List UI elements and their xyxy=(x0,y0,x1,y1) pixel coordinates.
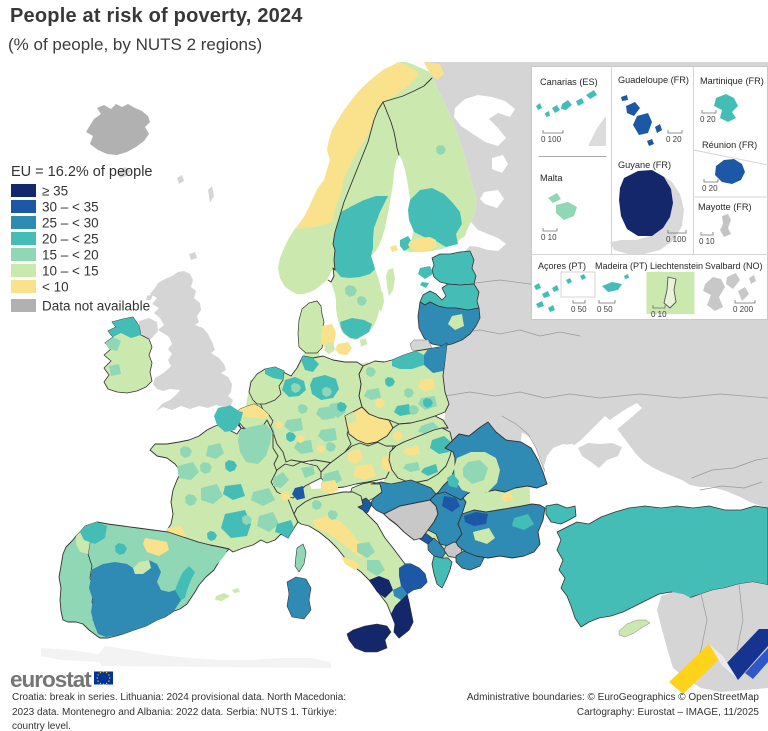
svg-text:20 – < 25: 20 – < 25 xyxy=(42,232,99,247)
svg-text:10 – < 15: 10 – < 15 xyxy=(42,264,99,279)
svg-text:0 20: 0 20 xyxy=(700,115,716,124)
svg-text:Malta: Malta xyxy=(540,173,563,183)
svg-text:0 50: 0 50 xyxy=(571,305,587,314)
svg-text:Réunion (FR): Réunion (FR) xyxy=(702,140,757,150)
svg-text:Svalbard (NO): Svalbard (NO) xyxy=(705,261,763,271)
svg-text:0 10: 0 10 xyxy=(699,237,715,246)
svg-text:0 10: 0 10 xyxy=(541,233,557,242)
svg-text:Martinique (FR): Martinique (FR) xyxy=(700,76,764,86)
svg-text:Guyane (FR): Guyane (FR) xyxy=(618,160,671,170)
svg-text:< 10: < 10 xyxy=(42,280,69,295)
svg-text:≥ 35: ≥ 35 xyxy=(42,184,68,199)
svg-text:15 – < 20: 15 – < 20 xyxy=(42,248,99,263)
svg-text:0 100: 0 100 xyxy=(666,235,687,244)
svg-text:Madeira (PT): Madeira (PT) xyxy=(595,261,648,271)
svg-text:Mayotte (FR): Mayotte (FR) xyxy=(698,202,752,212)
svg-text:Data not available: Data not available xyxy=(42,299,150,314)
svg-text:0 100: 0 100 xyxy=(541,135,562,144)
svg-text:30 – < 35: 30 – < 35 xyxy=(42,200,99,215)
svg-text:eurostat: eurostat xyxy=(10,667,92,692)
svg-text:0 20: 0 20 xyxy=(666,135,682,144)
svg-text:0 200: 0 200 xyxy=(733,305,754,314)
svg-text:0 20: 0 20 xyxy=(702,184,718,193)
svg-text:0 10: 0 10 xyxy=(651,310,667,319)
svg-text:Canarias (ES): Canarias (ES) xyxy=(540,77,598,87)
svg-text:EU = 16.2% of people: EU = 16.2% of people xyxy=(11,164,152,180)
svg-text:Açores (PT): Açores (PT) xyxy=(538,261,586,271)
svg-text:25 – < 30: 25 – < 30 xyxy=(42,216,99,231)
svg-text:0 50: 0 50 xyxy=(597,305,613,314)
svg-text:Guadeloupe (FR): Guadeloupe (FR) xyxy=(618,75,689,85)
svg-text:Liechtenstein: Liechtenstein xyxy=(650,261,703,271)
